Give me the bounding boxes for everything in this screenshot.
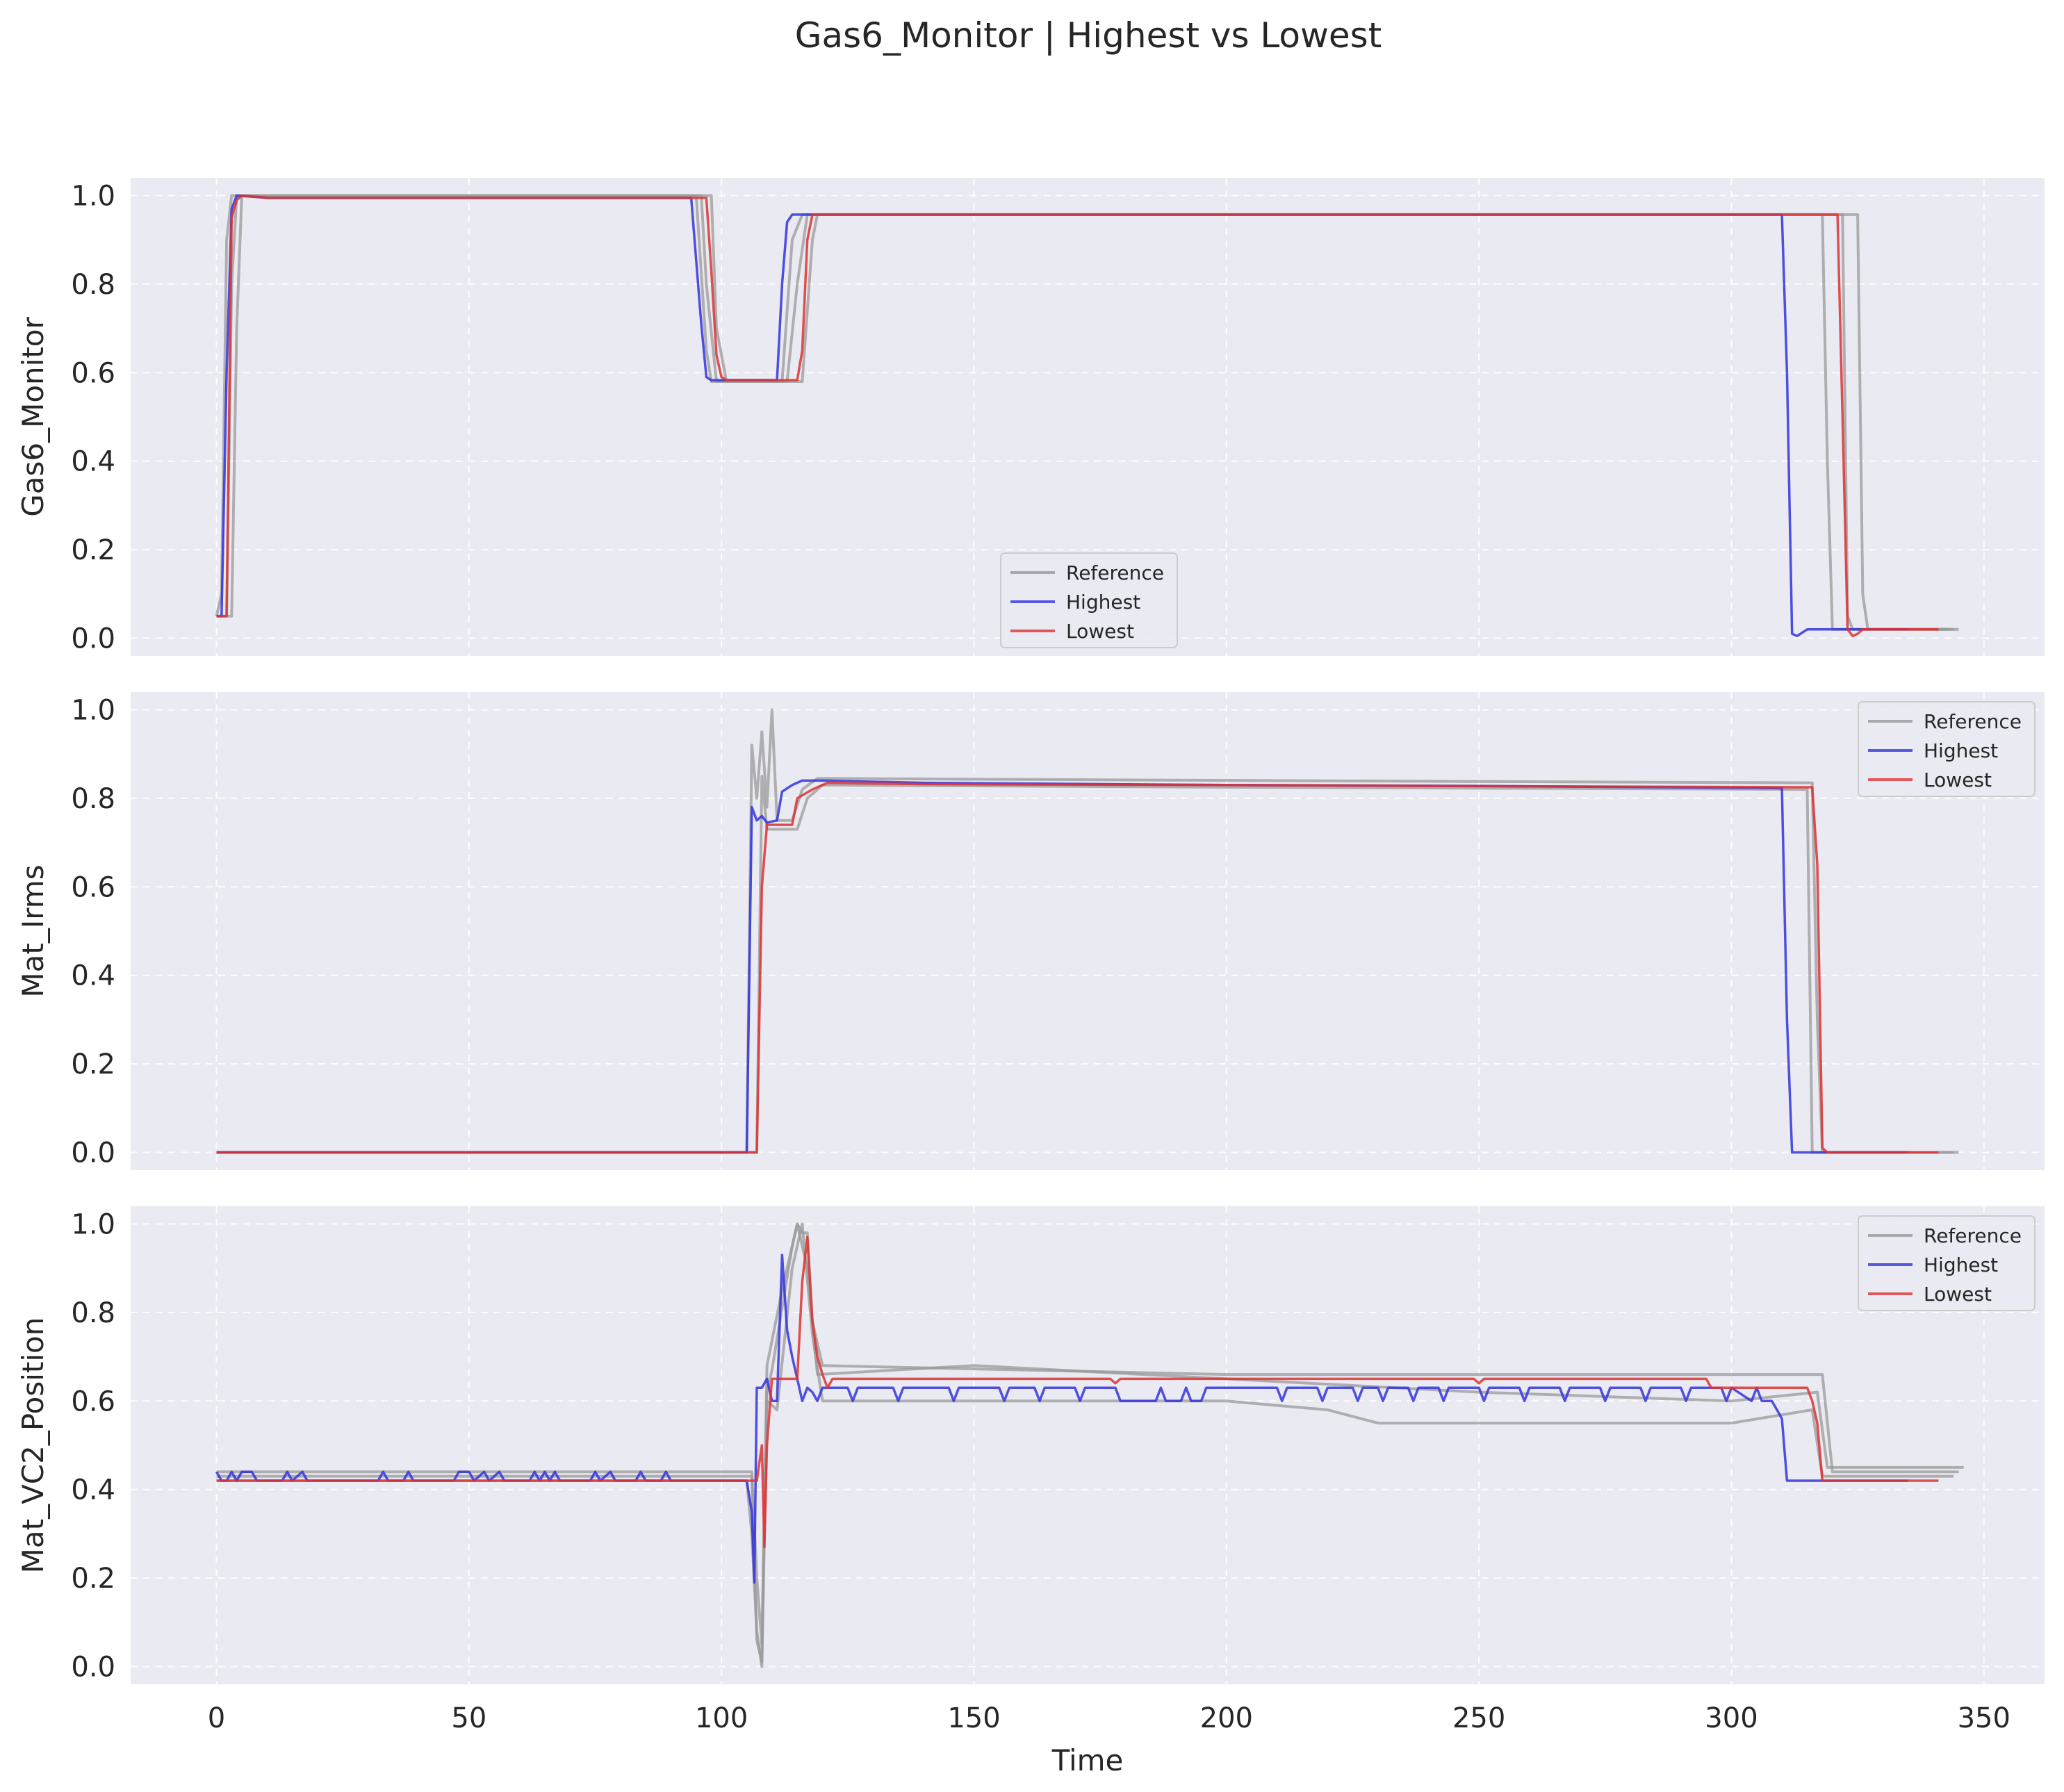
legend-label-reference: Reference xyxy=(1066,561,1164,584)
y-tick-label: 1.0 xyxy=(71,694,115,726)
y-tick-label: 0.4 xyxy=(71,446,115,478)
y-tick-label: 0.6 xyxy=(71,357,115,389)
legend-label-lowest: Lowest xyxy=(1924,1283,1992,1306)
legend: Reference Highest Lowest xyxy=(1858,1215,2036,1311)
y-tick-label: 0.0 xyxy=(71,1652,115,1684)
plot-area xyxy=(131,692,2045,1170)
y-tick-label: 0.0 xyxy=(71,623,115,655)
plot-area xyxy=(131,1206,2045,1684)
x-tick-label: 350 xyxy=(1958,1702,2010,1734)
x-tick-label: 0 xyxy=(208,1702,225,1734)
series-line-lowest xyxy=(216,1235,1939,1549)
y-tick-label: 0.8 xyxy=(71,269,115,301)
x-tick-label: 200 xyxy=(1200,1702,1253,1734)
y-tick-label: 0.4 xyxy=(71,1474,115,1506)
legend-box xyxy=(1000,552,1178,648)
y-tick-label: 1.0 xyxy=(71,1208,115,1240)
subplot-panels: 0.0 0.2 0.4 0.6 0.8 1.0 Gas6_Monitor Reference H… xyxy=(16,178,2045,1734)
legend-label-lowest: Lowest xyxy=(1066,620,1134,643)
y-tick-label: 0.8 xyxy=(71,1297,115,1329)
legend-label-lowest: Lowest xyxy=(1924,768,1992,791)
series-line-lowest xyxy=(216,781,1939,1154)
x-tick-label: 100 xyxy=(695,1702,748,1734)
series-line-highest xyxy=(216,779,1908,1154)
y-tick-label: 0.2 xyxy=(71,1049,115,1080)
x-tick-label: 50 xyxy=(451,1702,486,1734)
y-tick-label: 0.6 xyxy=(71,871,115,903)
legend: Reference Highest Lowest xyxy=(1000,552,1178,648)
legend-box xyxy=(1858,701,2036,797)
y-axis-label: Gas6_Monitor xyxy=(16,317,50,517)
x-tick-label: 250 xyxy=(1452,1702,1505,1734)
chart-title: Gas6_Monitor | Highest vs Lowest xyxy=(795,15,1382,56)
series-line-reference xyxy=(216,775,1954,1154)
y-tick-label: 0.4 xyxy=(71,960,115,992)
y-tick-label: 0.2 xyxy=(71,534,115,566)
series-line-highest xyxy=(215,1253,1908,1584)
subplot-2: 0.0 0.2 0.4 0.6 0.8 1.0 Mat_Irms Reference Highe… xyxy=(16,692,2045,1170)
x-axis-label: Time xyxy=(1051,1743,1124,1777)
legend-box xyxy=(1858,1215,2036,1311)
legend-label-highest: Highest xyxy=(1924,739,1998,762)
legend-label-highest: Highest xyxy=(1924,1253,1998,1276)
y-tick-label: 1.0 xyxy=(71,180,115,212)
series-line-lowest xyxy=(216,194,1939,638)
y-tick-label: 0.2 xyxy=(71,1563,115,1595)
subplot-1: 0.0 0.2 0.4 0.6 0.8 1.0 Gas6_Monitor Reference H… xyxy=(16,178,2045,656)
subplot-3: 0.0 0.2 0.4 0.6 0.8 1.0 0 50 100 150 200 250 300 350 M… xyxy=(16,1206,2045,1734)
y-tick-label: 0.6 xyxy=(71,1386,115,1417)
legend-label-reference: Reference xyxy=(1924,1224,2022,1247)
y-axis-label: Mat_VC2_Position xyxy=(16,1317,50,1574)
x-tick-label: 300 xyxy=(1705,1702,1758,1734)
legend: Reference Highest Lowest xyxy=(1858,701,2036,797)
y-axis-label: Mat_Irms xyxy=(16,864,50,997)
y-tick-label: 0.8 xyxy=(71,783,115,815)
x-tick-label: 150 xyxy=(947,1702,1000,1734)
legend-label-reference: Reference xyxy=(1924,710,2022,733)
legend-label-highest: Highest xyxy=(1066,591,1140,614)
y-tick-label: 0.0 xyxy=(71,1137,115,1169)
